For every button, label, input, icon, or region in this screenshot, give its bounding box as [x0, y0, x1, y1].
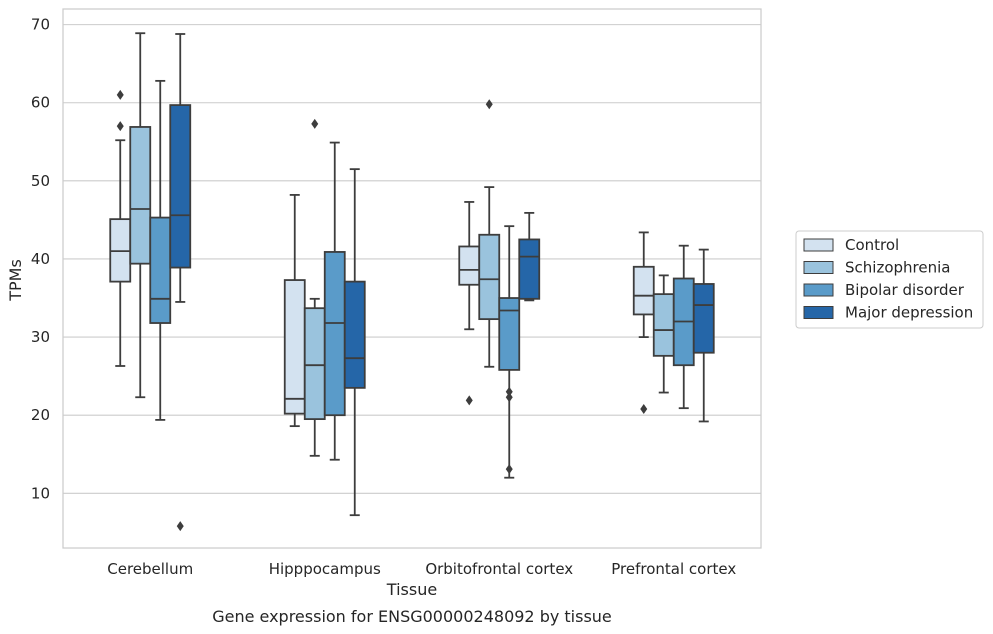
box-body	[458, 245, 481, 286]
box-control	[283, 194, 306, 428]
box-body	[303, 307, 326, 421]
box-body	[478, 233, 501, 321]
legend-label: Control	[845, 236, 899, 254]
box-schizophrenia	[303, 118, 326, 457]
box-body	[518, 238, 541, 300]
box-layer	[109, 32, 715, 532]
box-body	[632, 265, 655, 316]
box-schizophrenia	[652, 274, 675, 394]
y-tick-label: 30	[31, 328, 50, 346]
chart-caption: Gene expression for ENSG00000248092 by t…	[212, 607, 612, 626]
y-tick-labels: 10 20 30 40 50 60 70	[31, 16, 50, 503]
plot-frame	[62, 8, 762, 549]
box-control	[632, 231, 655, 414]
outlier-point	[505, 464, 513, 475]
legend-swatch	[803, 306, 834, 319]
x-axis-label: Tissue	[386, 580, 437, 599]
outlier-point	[176, 521, 184, 532]
outlier-point	[116, 121, 124, 132]
legend-frame	[795, 230, 984, 329]
box-major-depression	[518, 211, 541, 302]
outlier-point	[505, 392, 513, 403]
legend-label: Schizophrenia	[845, 259, 950, 277]
legend: Control Schizophrenia Bipolar disorder Majo…	[795, 230, 984, 329]
y-tick-label: 20	[31, 406, 50, 424]
box-major-depression	[692, 248, 715, 423]
box-control	[109, 89, 132, 367]
box-body	[129, 126, 152, 265]
y-tick-label: 50	[31, 172, 50, 190]
legend-swatch	[803, 238, 834, 252]
y-tick-label: 10	[31, 484, 50, 502]
box-body	[652, 293, 675, 357]
y-tick-label: 40	[31, 250, 50, 268]
x-tick-labels: Cerebellum Hipppocampus Orbitofrontal cort…	[107, 560, 736, 578]
box-body	[149, 216, 172, 324]
outlier-point	[116, 89, 124, 100]
box-major-depression	[343, 168, 366, 517]
box-schizophrenia	[129, 32, 152, 399]
x-tick-label: Orbitofrontal cortex	[425, 560, 573, 578]
outlier-point	[465, 395, 473, 406]
box-body	[692, 283, 715, 354]
box-body	[343, 280, 366, 389]
legend-label: Bipolar disorder	[845, 281, 965, 299]
outlier-point	[311, 118, 319, 129]
x-tick-label: Cerebellum	[107, 560, 193, 578]
legend-label: Major depression	[845, 304, 973, 322]
outlier-point	[640, 403, 648, 414]
outlier-point	[485, 99, 493, 110]
box-control	[458, 201, 481, 406]
y-tick-label: 70	[31, 16, 50, 34]
box-bipolar-disorder	[498, 225, 521, 479]
y-tick-label: 60	[31, 94, 50, 112]
x-tick-label: Prefrontal cortex	[611, 560, 736, 578]
outlier-point	[505, 386, 513, 397]
box-body	[498, 297, 521, 371]
box-body	[169, 104, 192, 269]
box-body	[283, 279, 306, 415]
box-bipolar-disorder	[323, 141, 346, 461]
legend-swatch	[803, 261, 834, 274]
x-tick-label: Hipppocampus	[269, 560, 381, 578]
box-bipolar-disorder	[672, 244, 695, 410]
box-bipolar-disorder	[149, 79, 172, 421]
box-schizophrenia	[478, 99, 501, 368]
y-axis-label: TPMs	[6, 259, 25, 302]
box-major-depression	[169, 33, 192, 532]
legend-swatch	[803, 283, 834, 297]
box-body	[323, 251, 346, 417]
